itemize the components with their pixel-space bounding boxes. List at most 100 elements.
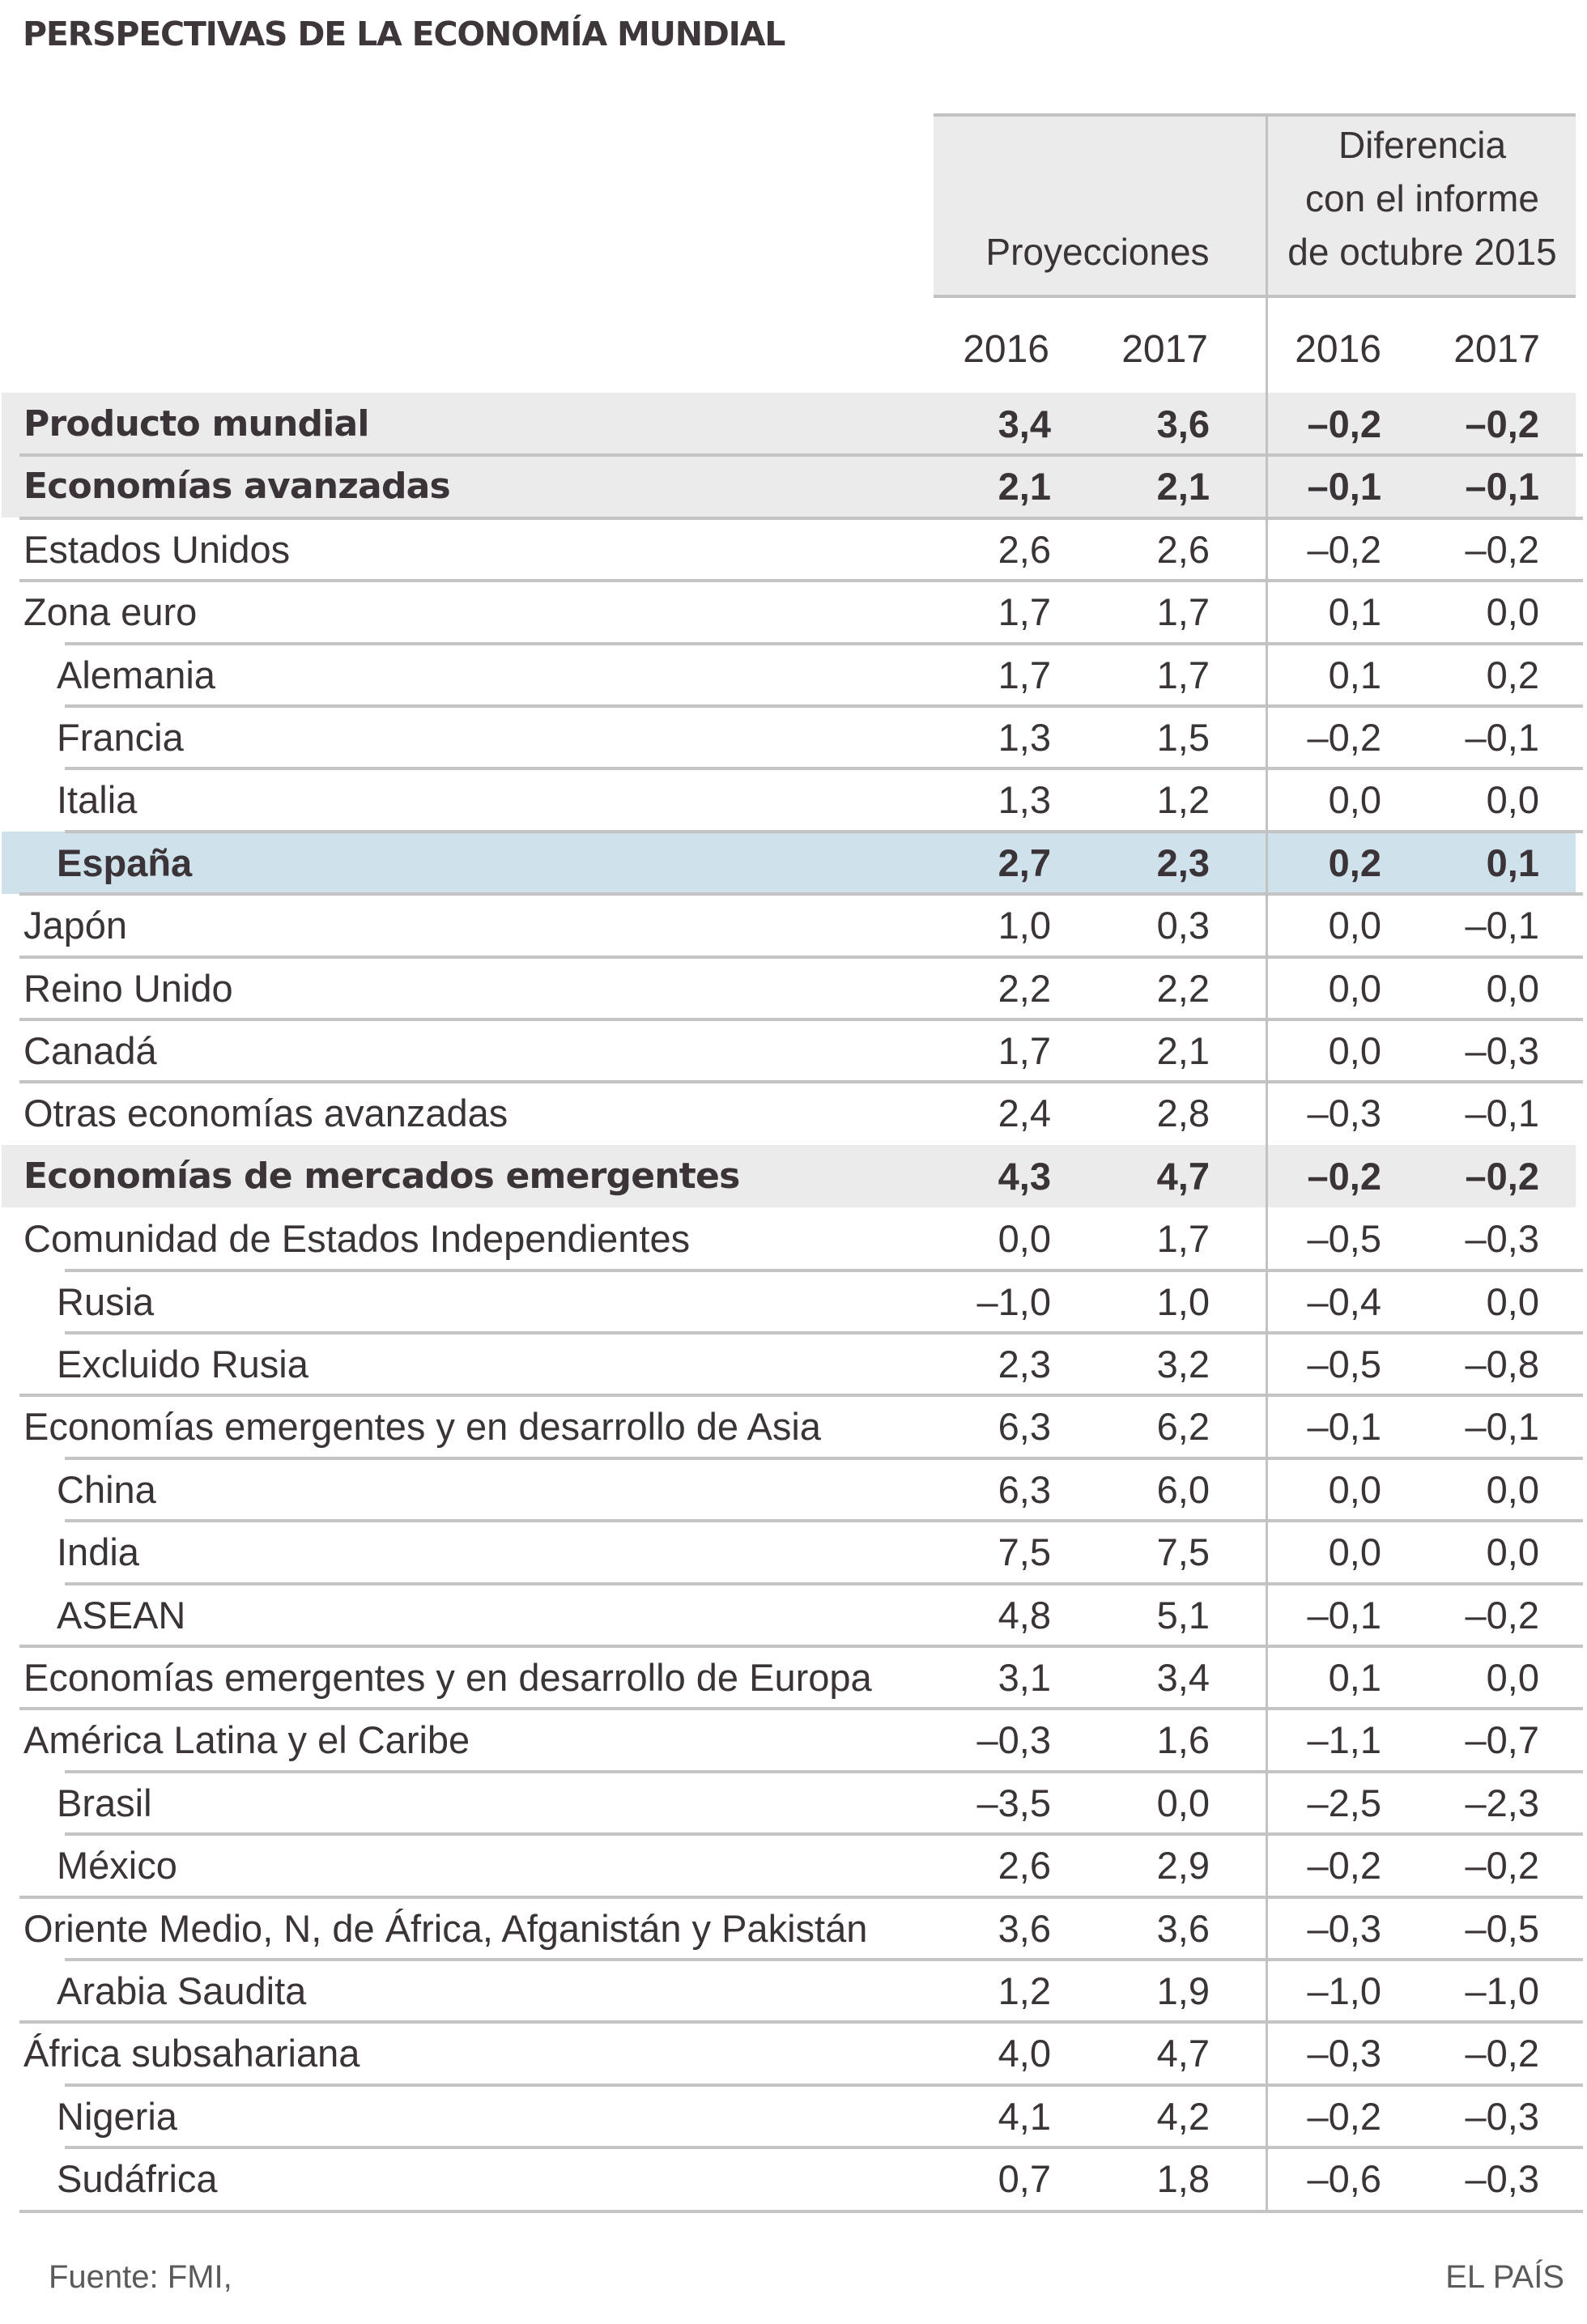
row-separator	[19, 1018, 1583, 1021]
value-projection-2016: 7,5	[998, 1530, 1051, 1574]
value-projection-2016: 1,2	[998, 1969, 1051, 2012]
row-label: Francia	[57, 716, 184, 759]
value-projection-2016: –1,0	[976, 1279, 1051, 1323]
table-row: Economías de mercados emergentes 4,3 4,7 –0…	[0, 1144, 1587, 1207]
value-projection-2017: 2,9	[1156, 1844, 1210, 1888]
table-row: ASEAN 4,8 5,1 –0,1 –0,2	[0, 1581, 1587, 1646]
table-row: España 2,7 2,3 0,2 0,1	[0, 829, 1587, 894]
value-projection-2017: 4,7	[1156, 2032, 1210, 2075]
row-label: Sudáfrica	[57, 2157, 218, 2201]
table-row: Zona euro 1,7 1,7 0,1 0,0	[0, 579, 1587, 643]
value-projection-2016: 1,7	[998, 1029, 1051, 1072]
value-difference-2016: –0,1	[1307, 1405, 1381, 1449]
row-separator	[19, 1080, 1583, 1084]
row-separator	[65, 1832, 1583, 1837]
value-projection-2016: 4,8	[998, 1593, 1051, 1637]
value-projection-2016: 2,3	[998, 1343, 1051, 1385]
row-separator	[65, 1456, 1583, 1460]
value-difference-2016: –1,1	[1307, 1718, 1381, 1762]
value-difference-2017: –0,2	[1465, 2032, 1539, 2075]
row-separator	[65, 1581, 1583, 1586]
value-projection-2017: 1,7	[1156, 1217, 1210, 1261]
value-projection-2017: 1,6	[1156, 1718, 1210, 1762]
table-row: Excluido Rusia 2,3 3,2 –0,5 –0,8	[0, 1331, 1587, 1395]
row-separator	[19, 2020, 1583, 2024]
value-projection-2016: 1,0	[998, 904, 1051, 947]
value-projection-2016: 4,3	[998, 1154, 1051, 1198]
table-row: Economías emergentes y en desarrollo de …	[0, 1645, 1587, 1709]
row-separator	[65, 1519, 1583, 1523]
value-difference-2016: –0,2	[1307, 1844, 1381, 1888]
row-separator	[19, 516, 1583, 520]
table-row: Canadá 1,7 2,1 0,0 –0,3	[0, 1018, 1587, 1082]
row-separator	[19, 1707, 1583, 1711]
value-projection-2016: –0,3	[976, 1718, 1051, 1762]
value-difference-2017: –0,2	[1465, 402, 1539, 445]
row-label: Zona euro	[23, 590, 198, 634]
value-difference-2016: –0,2	[1307, 1154, 1381, 1198]
value-projection-2017: 2,2	[1156, 966, 1210, 1010]
value-projection-2017: 1,8	[1156, 2157, 1210, 2201]
value-projection-2016: 1,3	[998, 778, 1051, 822]
value-difference-2016: –0,3	[1307, 1906, 1381, 1950]
value-difference-2016: –0,1	[1307, 465, 1381, 509]
header-difference-line-3: de octubre 2015	[1287, 231, 1557, 273]
value-projection-2016: 4,0	[998, 2032, 1051, 2075]
value-difference-2017: 0,2	[1486, 653, 1539, 696]
table-row: América Latina y el Caribe –0,3 1,6 –1,1 –0,…	[0, 1707, 1587, 1771]
value-projection-2016: 2,4	[998, 1092, 1051, 1135]
row-label: Italia	[57, 778, 138, 822]
value-difference-2017: –0,2	[1465, 1593, 1539, 1637]
header-difference-line-1: Diferencia	[1338, 124, 1507, 166]
value-difference-2017: 0,0	[1486, 1279, 1539, 1323]
value-difference-2017: 0,0	[1486, 966, 1539, 1010]
table-row: Francia 1,3 1,5 –0,2 –0,1	[0, 704, 1587, 768]
value-difference-2017: 0,0	[1486, 778, 1539, 822]
row-separator	[65, 1769, 1583, 1773]
row-label: Japón	[23, 904, 128, 947]
value-difference-2017: –0,8	[1465, 1343, 1539, 1385]
value-difference-2017: 0,0	[1486, 590, 1539, 634]
value-difference-2016: –1,0	[1307, 1969, 1381, 2012]
value-difference-2016: –0,5	[1307, 1343, 1381, 1385]
value-difference-2017: 0,0	[1486, 1656, 1539, 1699]
value-difference-2016: 0,1	[1328, 1656, 1381, 1699]
table-row: China 6,3 6,0 0,0 0,0	[0, 1456, 1587, 1521]
row-label: Reino Unido	[23, 966, 233, 1010]
row-separator	[65, 1331, 1583, 1334]
value-projection-2017: 6,2	[1156, 1405, 1210, 1449]
value-projection-2017: 4,7	[1156, 1154, 1210, 1198]
value-projection-2016: 1,7	[998, 653, 1051, 696]
value-projection-2017: 3,2	[1156, 1343, 1210, 1385]
table-row: Otras economías avanzadas 2,4 2,8 –0,3 –0,1	[0, 1080, 1587, 1144]
row-label: India	[57, 1530, 139, 1574]
value-projection-2017: 5,1	[1156, 1593, 1210, 1637]
row-separator	[65, 829, 1583, 833]
value-projection-2016: 1,7	[998, 590, 1051, 634]
row-label: América Latina y el Caribe	[23, 1718, 470, 1762]
row-separator	[19, 453, 1583, 458]
value-projection-2016: 2,1	[998, 465, 1051, 509]
value-difference-2016: –0,2	[1307, 402, 1381, 445]
value-projection-2017: 1,0	[1156, 1279, 1210, 1323]
group-row-band	[2, 1144, 1576, 1207]
value-difference-2017: –0,5	[1465, 1906, 1539, 1950]
group-row-band	[2, 393, 1576, 455]
source-note: Fuente: FMI,	[49, 2259, 232, 2295]
row-label: Excluido Rusia	[57, 1343, 308, 1385]
value-difference-2017: –0,2	[1465, 1844, 1539, 1888]
value-projection-2017: 2,3	[1156, 841, 1210, 884]
row-label: Otras economías avanzadas	[23, 1092, 508, 1135]
value-projection-2017: 3,6	[1156, 402, 1210, 445]
value-difference-2017: –0,3	[1465, 2157, 1539, 2201]
row-label: Oriente Medio, N, de África, Afganistán …	[23, 1906, 868, 1950]
value-difference-2016: –0,5	[1307, 1217, 1381, 1261]
row-separator	[19, 955, 1583, 959]
value-difference-2016: –0,4	[1307, 1279, 1381, 1323]
value-projection-2017: 1,9	[1156, 1969, 1210, 2012]
value-projection-2016: 2,7	[998, 841, 1051, 884]
value-difference-2016: 0,0	[1328, 966, 1381, 1010]
year-header-difference-2017: 2017	[1453, 328, 1540, 371]
value-difference-2016: –0,1	[1307, 1593, 1381, 1637]
year-header-projection-2016: 2016	[963, 328, 1049, 371]
